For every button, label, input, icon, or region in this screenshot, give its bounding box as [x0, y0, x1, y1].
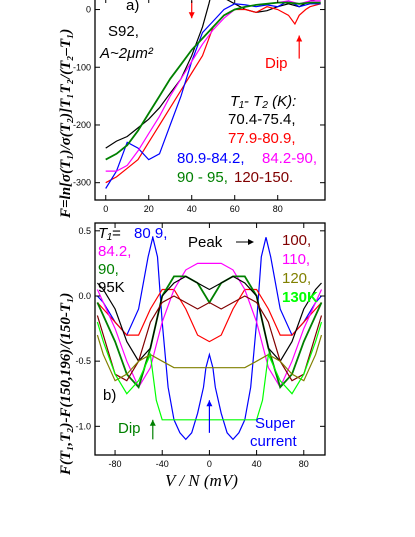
panel-b-x-axis-label: V / N (mV) [165, 471, 238, 490]
panel-a-y-tick-label-2: -200 [73, 120, 91, 130]
panel-b-legend-left-entry-3: 95K [98, 279, 125, 296]
panel-b-y-tick-label-3: -1.0 [75, 421, 91, 431]
panel-b-frame [94, 222, 326, 456]
panel-b-legend-title: T₁= [98, 225, 121, 242]
panel-a-label: a) [126, 0, 139, 14]
panel-a-x-tick-label-3: 60 [230, 204, 240, 214]
panel-b-y-tick-label-2: -0.5 [75, 356, 91, 366]
panel-a-x-tick-label-1: 20 [144, 204, 154, 214]
panel-b-arrow-0-head [149, 419, 156, 426]
panel-a-legend-entry-2: 80.9-84.2, [177, 150, 245, 167]
panel-b-legend-right-entry-3: 130K [282, 289, 318, 306]
panel-a-ticks: 0 20 40 60 80 0 -100 -200 -300 [73, 0, 325, 214]
panel-a-legend-entry-1: 77.9-80.9, [228, 130, 296, 147]
panel-b-series-line-1 [96, 288, 322, 343]
panel-b-legend-left-entry-0: 80.9, [134, 225, 167, 242]
supercurrent-annotation-line2: current [250, 433, 298, 450]
supercurrent-annotation-line1: Super [255, 415, 295, 432]
panel-b-y-tick-label-0: 0.5 [78, 226, 91, 236]
panel-b-x-tick-label-0: -80 [109, 459, 122, 469]
panel-a-area: A~2μm² [99, 45, 154, 62]
panel-b-legend-right-entry-2: 120, [282, 270, 311, 287]
panel-a-y-tick-label-3: -300 [73, 178, 91, 188]
panel-b-series-line-4 [96, 275, 322, 363]
panel-a-dip-label: Dip [265, 55, 288, 72]
panel-b-series-line-0 [96, 237, 322, 441]
panel-b-y-tick-label-1: 0.0 [78, 291, 91, 301]
panel-b-ticks: -80 -40 0 40 80 0.5 0.0 -0.5 -1.0 [75, 223, 325, 469]
panel-a-legend-entry-5: 120-150. [234, 169, 293, 186]
panel-a-x-tick-label-2: 40 [187, 204, 197, 214]
panel-a-plot-area [105, 0, 321, 189]
panel-b-legend-right-entry-1: 110, [282, 251, 310, 268]
panel-a-series-line-4 [105, 1, 321, 161]
panel-b-x-tick-label-1: -40 [156, 459, 169, 469]
dip-annotation: Dip [118, 420, 141, 437]
panel-a-legend-title: T₁- T₂ (K): [230, 93, 296, 110]
panel-a-y-tick-label-1: -100 [73, 62, 91, 72]
panel-a-legend: 70.4-75.4, 77.9-80.9, 80.9-84.2, 84.2-90, 90… [177, 111, 317, 186]
panel-a-series-line-3 [105, 0, 321, 172]
panel-b-legend-left-entry-1: 84.2, [98, 243, 131, 260]
panel-a-legend-entry-0: 70.4-75.4, [228, 111, 296, 128]
panel-a-arrow-0-head [188, 12, 195, 19]
panel-a-x-tick-label-4: 80 [273, 204, 283, 214]
panel-a-legend-entry-4: 90 - 95, [177, 169, 228, 186]
panel-a-frame [94, 0, 326, 201]
panel-a-arrow-1-head [296, 35, 303, 42]
panel-b-x-tick-label-4: 80 [299, 459, 309, 469]
panel-b-arrow-1-head [206, 400, 213, 407]
panel-b-x-tick-label-3: 40 [252, 459, 262, 469]
panel-a-legend-entry-3: 84.2-90, [262, 150, 317, 167]
panel-b-legend-left-entry-2: 90, [98, 261, 119, 278]
panel-a-y-tick-label-0: 0 [86, 5, 91, 15]
panel-a-sample: S92, [108, 23, 139, 40]
panel-b-label: b) [103, 387, 116, 404]
panel-a-x-tick-label-0: 0 [103, 204, 108, 214]
peak-arrow-head [248, 239, 254, 245]
panel-b-legend-right-entry-0: 100, [282, 232, 311, 249]
panel-b: -80 -40 0 40 80 0.5 0.0 -0.5 -1.0 b) Peak Dip Su… [75, 222, 326, 469]
panel-b-series-line-5 [96, 295, 323, 382]
panel-b-plot-area [96, 237, 323, 441]
panel-a-y-axis-label: F=ln[σ(T₁)/σ(T₂)]T₁T₂/(T₂–T₁) [58, 29, 74, 219]
panel-b-legend: T₁= 80.9,84.2,90,95K 100, 110, 120, 130K [98, 225, 318, 306]
panel-b-y-axis-label: F(T₁,T₂)-F(150,196)/(150-T₁) [58, 293, 74, 476]
panel-b-x-tick-label-2: 0 [207, 459, 212, 469]
peak-annotation: Peak [188, 234, 223, 251]
panel-a: 0 20 40 60 80 0 -100 -200 -300 a) S92, A~2μm² Di… [73, 0, 326, 214]
panel-b-series-line-6 [96, 334, 323, 382]
